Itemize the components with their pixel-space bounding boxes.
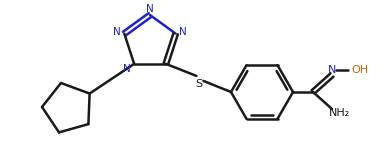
Text: NH₂: NH₂ xyxy=(329,108,351,118)
Text: N: N xyxy=(113,27,121,37)
Text: S: S xyxy=(195,79,202,89)
Text: N: N xyxy=(328,65,336,75)
Text: N: N xyxy=(123,64,131,74)
Text: OH: OH xyxy=(351,65,369,75)
Text: N: N xyxy=(146,4,154,14)
Text: N: N xyxy=(179,27,187,37)
